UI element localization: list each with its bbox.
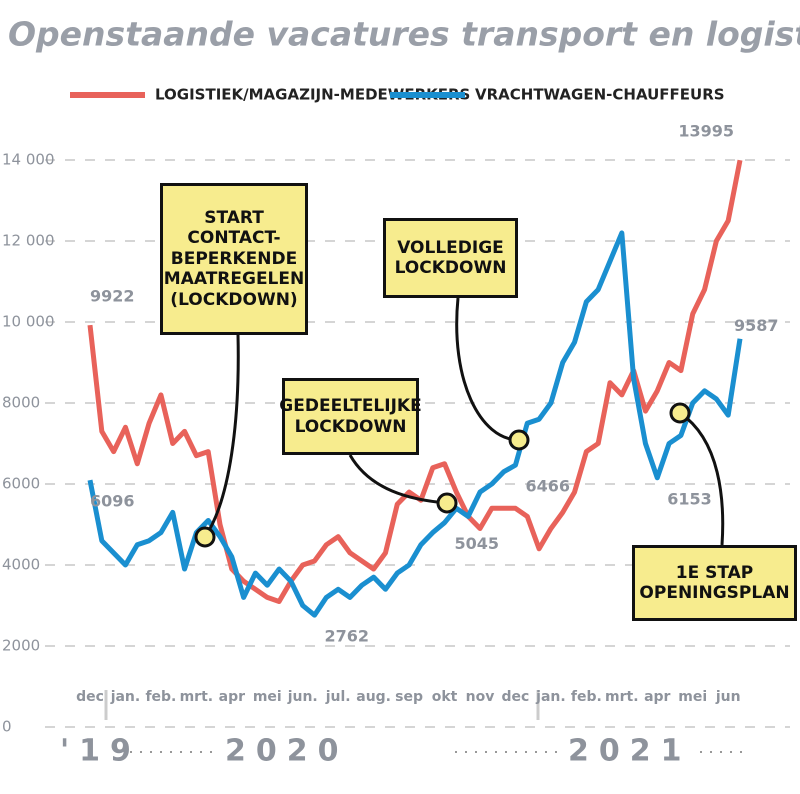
x-tick-label: dec: [502, 689, 530, 705]
x-tick-label: jan.: [535, 689, 566, 705]
x-tick-label: jul.: [325, 689, 351, 705]
annotation-dots: [194, 402, 691, 548]
dot: [436, 492, 458, 514]
legend-label: VRACHTWAGEN-CHAUFFEURS: [475, 86, 725, 104]
x-tick-label: sep: [395, 689, 423, 705]
x-tick-label: mei: [253, 689, 282, 705]
data-label: 6096: [90, 492, 135, 511]
x-tick-label: apr: [219, 689, 245, 705]
annotation: Start contact-beperkende maatregelen (lo…: [160, 183, 308, 335]
y-tick-label: 12 000: [2, 232, 55, 250]
data-label: 13995: [678, 122, 734, 141]
year-label: 2021: [568, 734, 692, 769]
chart-title: Openstaande vacatures transport en logis…: [8, 15, 800, 54]
annotation: Gedeeltelijke lockdown: [279, 378, 422, 455]
x-tick-label: jun.: [287, 689, 318, 705]
y-tick-label: 2000: [2, 637, 40, 655]
x-tick-label: mei: [678, 689, 707, 705]
y-tick-label: 4000: [2, 556, 40, 574]
x-tick-label: mrt.: [605, 689, 639, 705]
data-label: 2762: [325, 627, 370, 646]
dot: [194, 526, 216, 548]
leader: [348, 454, 448, 505]
data-label: 5045: [455, 534, 500, 553]
y-tick-label: 0: [2, 718, 12, 736]
x-tick-label: jun: [715, 689, 741, 705]
leader: [455, 297, 520, 442]
x-tick-label: nov: [466, 689, 495, 705]
y-tick-label: 6000: [2, 475, 40, 493]
y-tick-label: 10 000: [2, 313, 55, 331]
x-tick-label: feb.: [145, 689, 176, 705]
annotation: Volledige lockdown: [383, 218, 518, 298]
data-label: 9587: [734, 316, 779, 335]
dividers: [104, 690, 540, 720]
leader: [203, 334, 240, 538]
dot: [669, 402, 691, 424]
year-label: '19: [60, 734, 141, 769]
y-tick-label: 8000: [2, 394, 40, 412]
x-tick-label: jan.: [110, 689, 141, 705]
data-label: 6466: [525, 477, 570, 496]
x-tick-label: dec: [76, 689, 104, 705]
year-label: 2020: [225, 734, 349, 769]
data-label: 9922: [90, 287, 135, 306]
annotation-leaders: [203, 297, 725, 546]
leader: [679, 411, 725, 546]
annotation: 1e stap openingsplan: [632, 545, 797, 621]
x-tick-label: feb.: [571, 689, 602, 705]
x-tick-label: aug.: [356, 689, 391, 705]
y-tick-label: 14 000: [2, 151, 55, 169]
x-tick-label: okt: [432, 689, 458, 705]
dot: [508, 429, 530, 451]
x-tick-label: mrt.: [180, 689, 214, 705]
legend-label: LOGISTIEK/MAGAZIJN-MEDEWERKERS: [155, 86, 470, 104]
x-tick-label: apr: [644, 689, 670, 705]
data-label: 6153: [667, 489, 712, 508]
